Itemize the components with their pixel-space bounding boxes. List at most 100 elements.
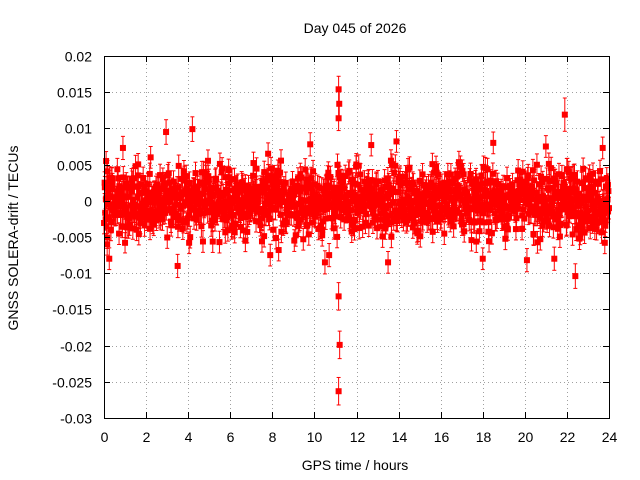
data-point	[384, 175, 391, 182]
data-point	[451, 214, 458, 221]
data-point	[357, 171, 364, 178]
data-point	[514, 202, 521, 209]
data-point	[273, 235, 280, 242]
data-point	[304, 176, 311, 183]
data-point	[435, 171, 442, 178]
data-point	[546, 222, 553, 229]
data-point	[392, 162, 399, 169]
data-point	[477, 218, 484, 225]
data-point	[539, 179, 546, 186]
data-point	[275, 197, 282, 204]
data-point	[272, 206, 279, 213]
data-point	[130, 197, 137, 204]
data-point	[216, 239, 223, 246]
data-point	[224, 227, 231, 234]
data-point	[401, 212, 408, 219]
data-point	[204, 157, 211, 164]
data-point	[168, 222, 175, 229]
data-point	[486, 238, 493, 245]
data-point	[232, 220, 239, 227]
data-point	[242, 182, 249, 189]
data-point	[278, 228, 285, 235]
data-point	[543, 175, 550, 182]
data-point	[220, 192, 227, 199]
data-point	[345, 201, 352, 208]
data-point	[173, 201, 180, 208]
data-point	[125, 193, 132, 200]
data-point	[279, 193, 286, 200]
data-point	[290, 191, 297, 198]
data-point	[137, 219, 144, 226]
data-point	[120, 174, 127, 181]
data-point	[246, 190, 253, 197]
data-point	[141, 184, 148, 191]
data-point	[489, 170, 496, 177]
data-point	[266, 216, 273, 223]
data-point	[445, 213, 452, 220]
data-point	[373, 193, 380, 200]
data-point	[357, 205, 364, 212]
data-point	[146, 170, 153, 177]
data-point	[297, 171, 304, 178]
data-point	[308, 202, 315, 209]
data-point	[118, 189, 125, 196]
data-point	[350, 221, 357, 228]
data-point	[186, 179, 193, 186]
data-point	[488, 229, 495, 236]
data-point	[341, 216, 348, 223]
data-point	[147, 154, 154, 161]
data-point	[261, 233, 268, 240]
data-point	[142, 201, 149, 208]
data-point	[165, 170, 172, 177]
data-point	[264, 208, 271, 215]
data-point	[252, 187, 259, 194]
data-point	[180, 219, 187, 226]
data-point	[330, 225, 337, 232]
data-point	[229, 211, 236, 218]
data-point	[418, 193, 425, 200]
data-point	[534, 239, 541, 246]
data-point	[150, 221, 157, 228]
data-point	[342, 195, 349, 202]
data-point	[419, 216, 426, 223]
data-point	[389, 161, 396, 168]
data-point	[143, 216, 150, 223]
data-point	[223, 190, 230, 197]
data-point	[511, 188, 518, 195]
data-point	[473, 176, 480, 183]
data-point	[198, 223, 205, 230]
data-point	[214, 211, 221, 218]
data-point	[501, 196, 508, 203]
data-point	[410, 220, 417, 227]
data-point	[543, 215, 550, 222]
data-point	[386, 184, 393, 191]
data-point	[483, 187, 490, 194]
data-point	[349, 176, 356, 183]
data-point	[378, 223, 385, 230]
data-point	[319, 226, 326, 233]
data-point	[463, 210, 470, 217]
data-point	[133, 226, 140, 233]
data-point	[138, 189, 145, 196]
data-point	[537, 236, 544, 243]
data-point	[318, 222, 325, 229]
data-point	[351, 217, 358, 224]
data-point	[448, 195, 455, 202]
data-point	[533, 161, 540, 168]
data-point	[543, 203, 550, 210]
data-point	[434, 218, 441, 225]
data-point	[460, 171, 467, 178]
data-point	[292, 232, 299, 239]
data-point	[168, 209, 175, 216]
data-point	[154, 181, 161, 188]
data-point	[455, 183, 462, 190]
data-point	[343, 192, 350, 199]
data-point	[488, 179, 495, 186]
data-point	[135, 161, 142, 168]
data-point	[505, 212, 512, 219]
data-point	[536, 214, 543, 221]
data-point	[474, 200, 481, 207]
data-point	[277, 211, 284, 218]
data-point	[521, 215, 528, 222]
data-point	[455, 159, 462, 166]
